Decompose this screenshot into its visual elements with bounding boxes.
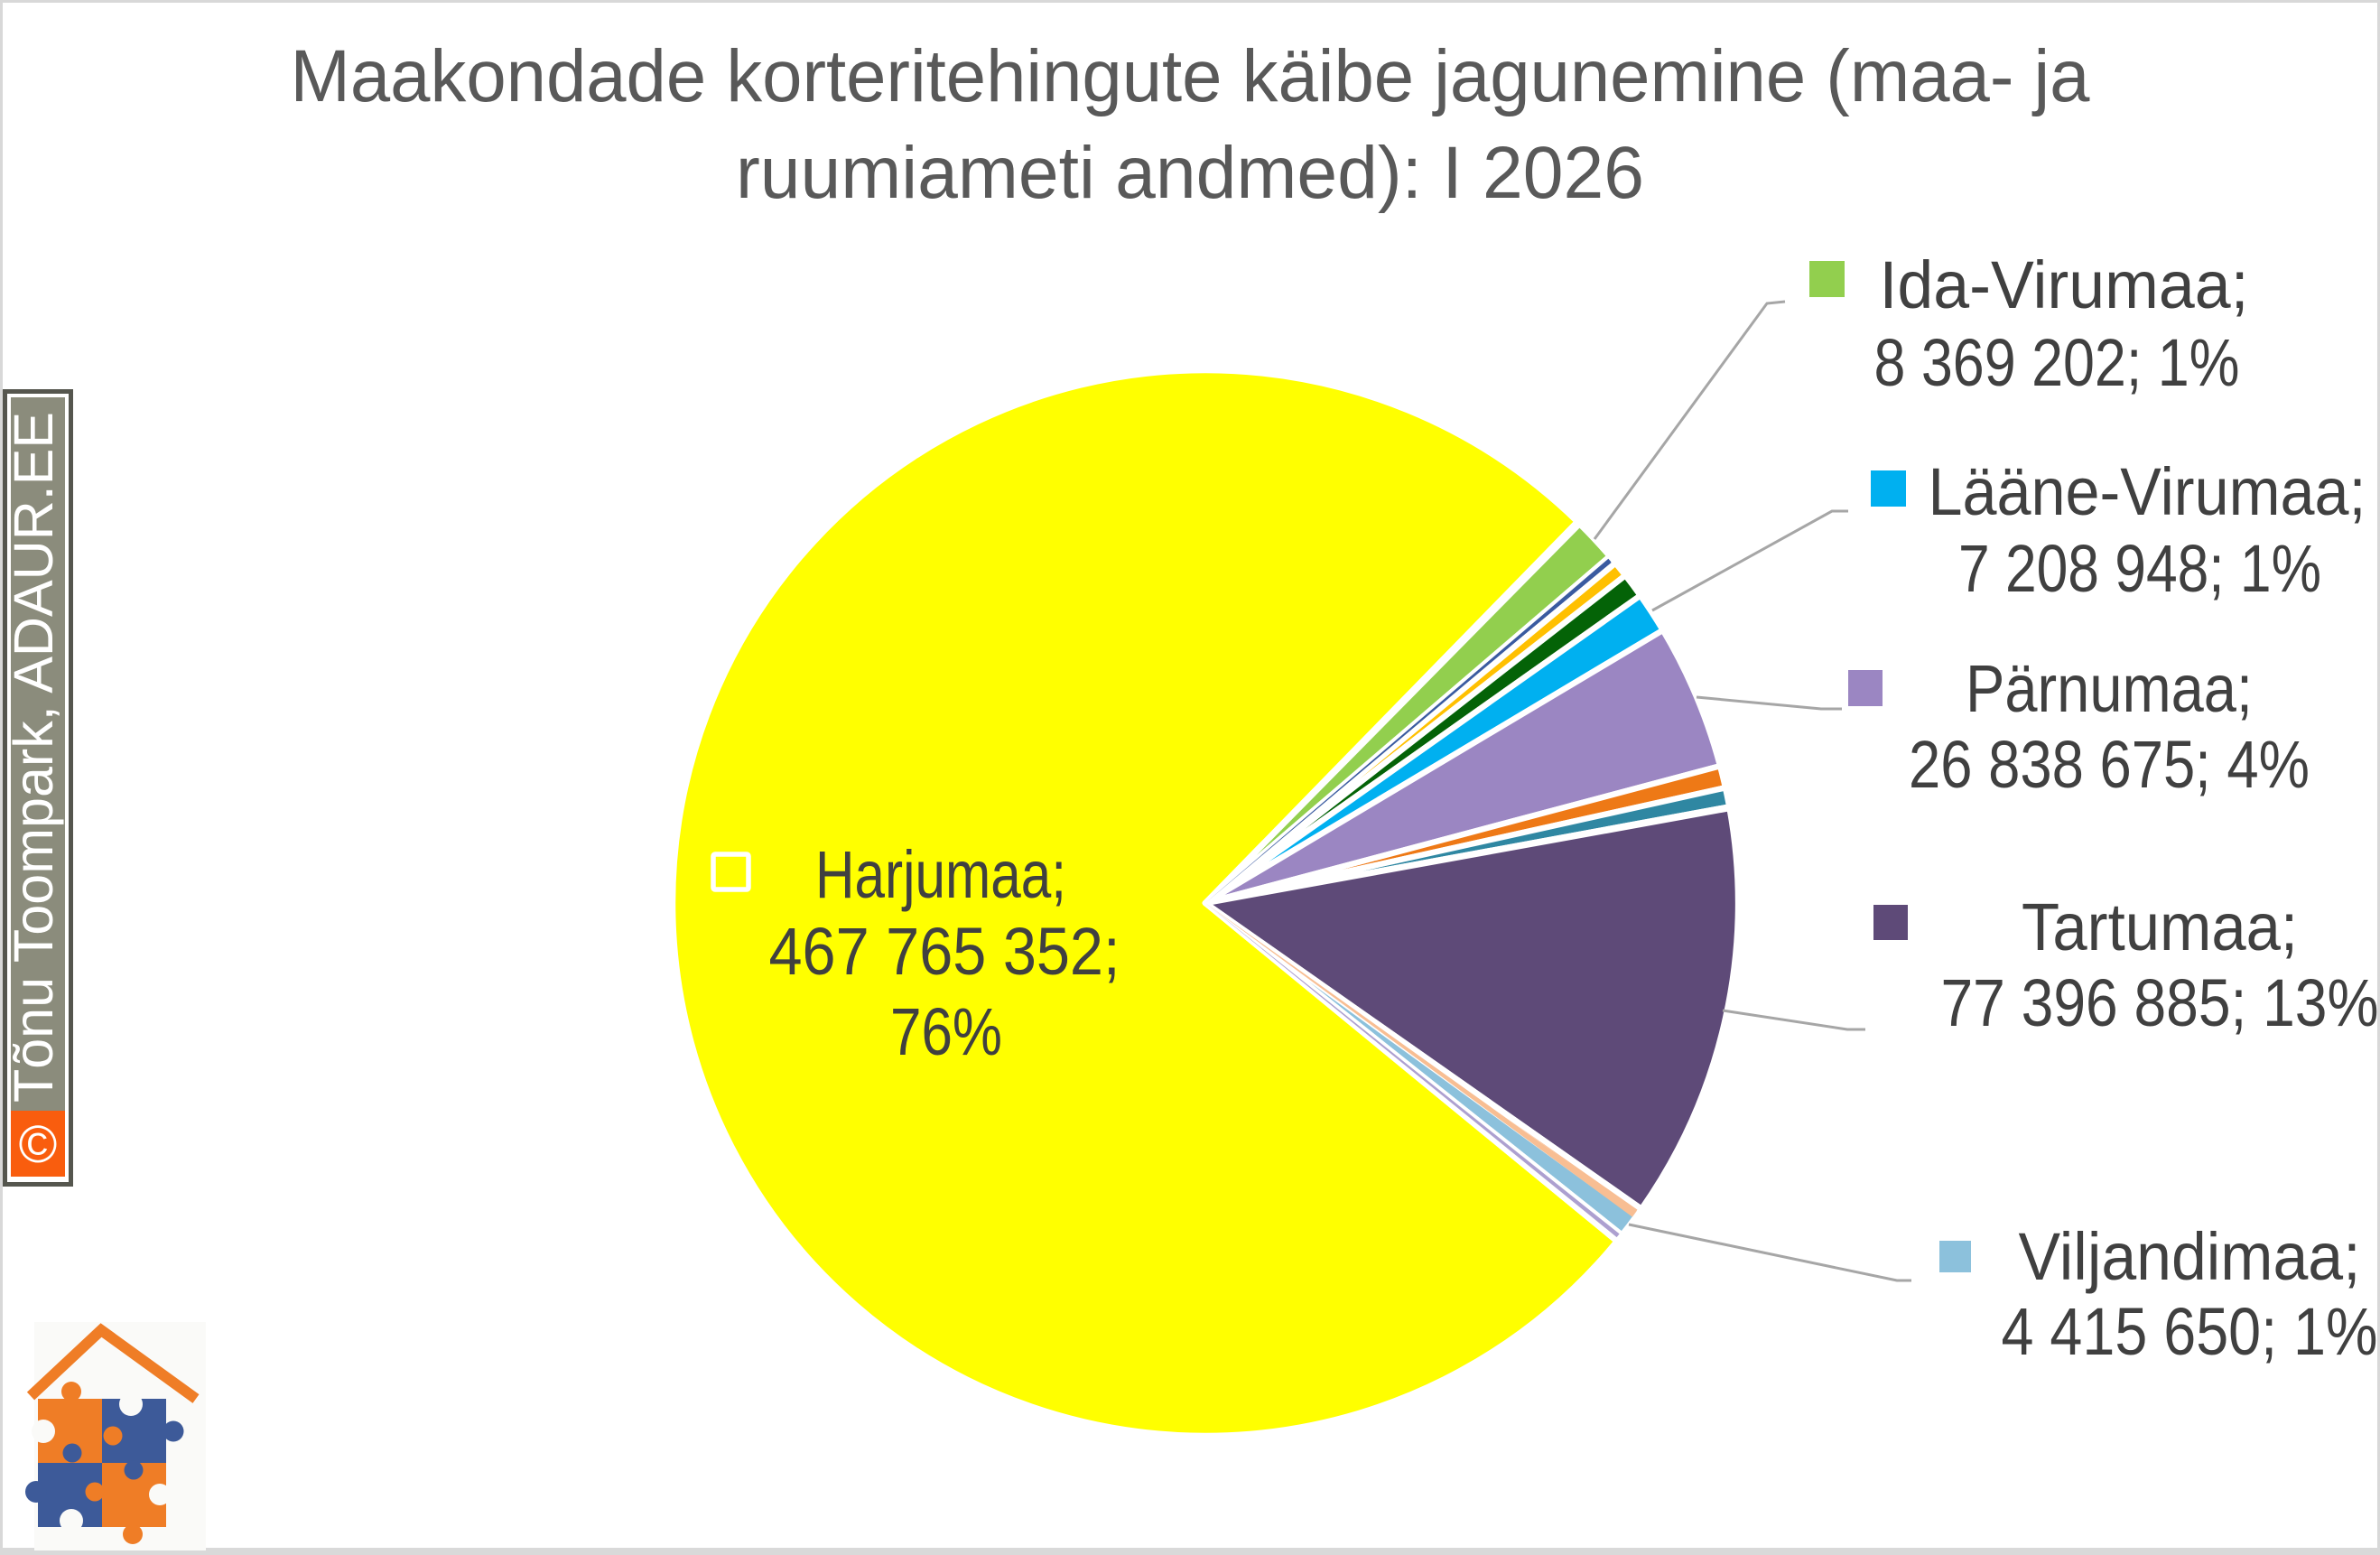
- svg-text:Maakondade korteritehingute kä: Maakondade korteritehingute käibe jagune…: [291, 35, 2090, 117]
- svg-text:Harjumaa;: Harjumaa;: [815, 837, 1066, 912]
- svg-text:Viljandimaa;: Viljandimaa;: [2019, 1219, 2361, 1294]
- svg-text:26 838 675; 4%: 26 838 675; 4%: [1909, 727, 2310, 802]
- svg-text:Tartumaa;: Tartumaa;: [2022, 889, 2298, 964]
- svg-text:ruumiameti andmed): I 2026: ruumiameti andmed): I 2026: [736, 132, 1644, 214]
- svg-text:Ida-Virumaa;: Ida-Virumaa;: [1880, 247, 2249, 322]
- svg-text:467 765 352;: 467 765 352;: [769, 914, 1120, 989]
- svg-text:Lääne-Virumaa;: Lääne-Virumaa;: [1929, 454, 2366, 529]
- svg-text:Pärnumaa;: Pärnumaa;: [1966, 651, 2253, 726]
- svg-text:Tõnu Toompark, ADAUR.EE: Tõnu Toompark, ADAUR.EE: [3, 412, 64, 1103]
- svg-text:8 369 202; 1%: 8 369 202; 1%: [1874, 325, 2240, 400]
- svg-text:©: ©: [19, 1115, 58, 1174]
- svg-text:77 396 885; 13%: 77 396 885; 13%: [1941, 965, 2379, 1040]
- svg-text:76%: 76%: [890, 994, 1002, 1069]
- svg-text:4 415 650; 1%: 4 415 650; 1%: [2002, 1294, 2378, 1369]
- svg-text:7 208 948; 1%: 7 208 948; 1%: [1958, 531, 2321, 606]
